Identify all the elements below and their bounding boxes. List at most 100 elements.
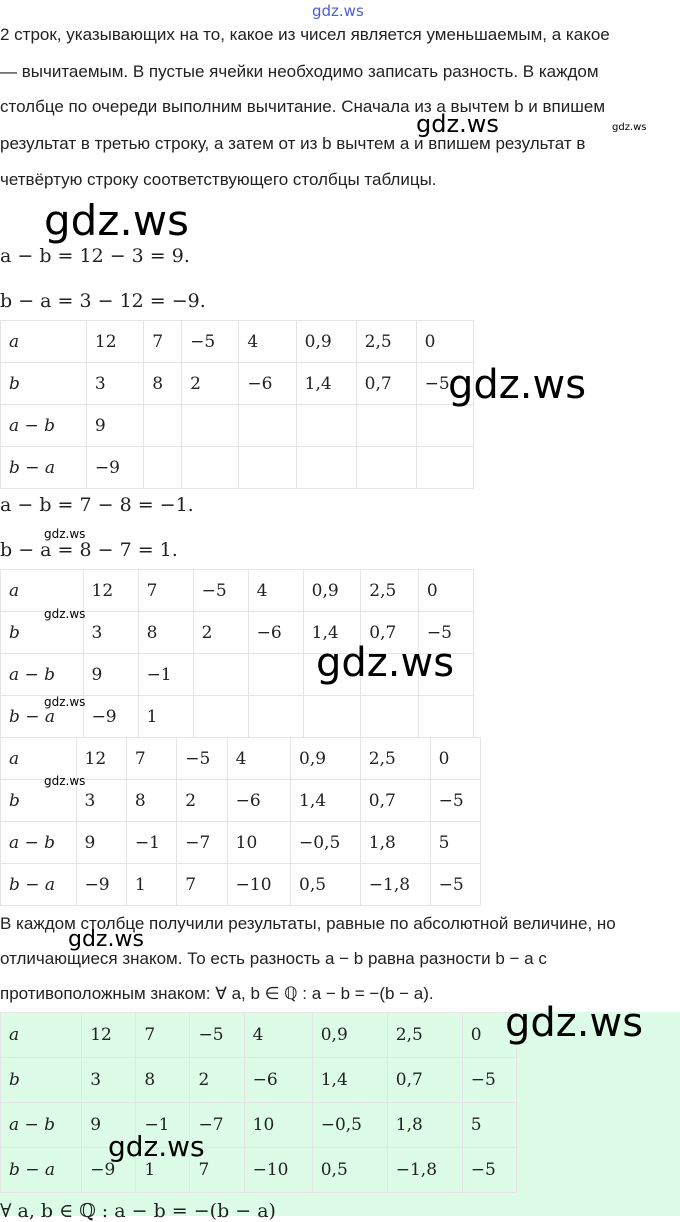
table-cell: 8 bbox=[135, 1057, 191, 1103]
table-cell: −1 bbox=[137, 653, 194, 696]
table-cell: −5 bbox=[176, 737, 228, 780]
intro-line: четвёртую строку соответствующего столбц… bbox=[0, 170, 437, 189]
row-header: b bbox=[0, 779, 77, 822]
equation: b − a = 3 − 12 = −9. bbox=[0, 290, 206, 312]
table-row: b 3 8 2 −6 1,4 0,7 −5 bbox=[0, 1057, 518, 1103]
table-row: b 3 8 2 −6 1,4 0,7 −5 bbox=[0, 611, 475, 654]
table-cell: 1,4 bbox=[290, 779, 361, 822]
table-cell: −0,5 bbox=[290, 821, 361, 864]
row-header: b − a bbox=[0, 446, 87, 489]
table-cell: 4 bbox=[243, 1012, 313, 1058]
table-cell: 9 bbox=[75, 821, 127, 864]
table-cell: 0 bbox=[461, 1012, 518, 1058]
table-cell bbox=[247, 653, 304, 696]
intro-line: — вычитаемым. В пустые ячейки необходимо… bbox=[0, 62, 599, 81]
watermark: gdz.ws bbox=[416, 110, 499, 138]
table-cell bbox=[417, 695, 475, 738]
table-cell: −0,5 bbox=[311, 1102, 388, 1148]
table-cell bbox=[192, 695, 249, 738]
table-cell bbox=[181, 404, 240, 447]
table-cell: −7 bbox=[189, 1102, 245, 1148]
table-cell: 10 bbox=[226, 821, 292, 864]
equation: a − b = 12 − 3 = 9. bbox=[0, 245, 190, 267]
table-cell: 5 bbox=[429, 821, 482, 864]
table-cell: −6 bbox=[226, 779, 292, 822]
table-cell: 5 bbox=[461, 1102, 518, 1148]
row-header: a bbox=[0, 569, 84, 612]
table-cell: 2 bbox=[176, 779, 228, 822]
table-cell: 0,9 bbox=[311, 1012, 388, 1058]
row-header: b bbox=[0, 611, 84, 654]
table-cell: 3 bbox=[85, 362, 145, 405]
answer-table: a 12 7 −5 4 0,9 2,5 0 b 3 8 2 −6 1,4 0,7 −5 a − b 9 −1 −7 10… bbox=[0, 1012, 518, 1193]
table-cell bbox=[355, 446, 417, 489]
table-cell bbox=[415, 446, 475, 489]
table-cell: −5 bbox=[429, 863, 482, 906]
table-cell: 7 bbox=[143, 320, 183, 363]
table-cell: 7 bbox=[189, 1147, 245, 1193]
table-cell: 9 bbox=[85, 404, 145, 447]
table-cell bbox=[143, 404, 183, 447]
watermark: gdz.ws bbox=[316, 640, 455, 686]
row-header: a bbox=[0, 737, 77, 780]
table-cell: 2,5 bbox=[360, 569, 419, 612]
table-cell: 0,9 bbox=[290, 737, 361, 780]
watermark: gdz.ws bbox=[68, 927, 144, 952]
table-cell bbox=[415, 404, 475, 447]
table-cell bbox=[360, 695, 419, 738]
watermark: gdz.ws bbox=[612, 122, 647, 133]
table-cell: −6 bbox=[243, 1057, 313, 1103]
table-row: a 12 7 −5 4 0,9 2,5 0 bbox=[0, 737, 482, 780]
watermark: gdz.ws bbox=[448, 362, 587, 408]
table-cell: 12 bbox=[81, 1012, 137, 1058]
table-row: a 12 7 −5 4 0,9 2,5 0 bbox=[0, 569, 475, 612]
table-cell: −1,8 bbox=[386, 1147, 463, 1193]
row-header: b − a bbox=[0, 863, 77, 906]
table-cell: 2,5 bbox=[359, 737, 431, 780]
table-cell: 2 bbox=[181, 362, 240, 405]
table-cell: 1 bbox=[137, 695, 194, 738]
table-cell: 1,4 bbox=[295, 362, 357, 405]
watermark: gdz.ws bbox=[44, 774, 86, 788]
table-cell: −5 bbox=[461, 1057, 518, 1103]
table-cell bbox=[238, 404, 297, 447]
table-cell bbox=[247, 695, 304, 738]
table-cell: −9 bbox=[81, 1147, 137, 1193]
intro-line: столбце по очереди выполним вычитание. С… bbox=[0, 97, 606, 116]
equation: b − a = 8 − 7 = 1. bbox=[0, 539, 178, 561]
table-step-2: a 12 7 −5 4 0,9 2,5 0 b 3 8 2 −6 1,4 0,7 −5 a − b 9 −1 b − … bbox=[0, 569, 475, 738]
table-cell bbox=[181, 446, 240, 489]
watermark: gdz.ws bbox=[44, 695, 86, 709]
table-cell: 4 bbox=[226, 737, 292, 780]
table-cell bbox=[302, 695, 362, 738]
watermark: gdz.ws bbox=[44, 607, 86, 621]
table-cell: 7 bbox=[135, 1012, 191, 1058]
table-cell: 4 bbox=[238, 320, 297, 363]
equation: a − b = 7 − 8 = −1. bbox=[0, 494, 194, 516]
table-cell bbox=[302, 653, 362, 696]
table-cell: 2 bbox=[189, 1057, 245, 1103]
table-cell bbox=[192, 653, 249, 696]
table-cell: −7 bbox=[176, 821, 228, 864]
table-cell: −5 bbox=[417, 611, 475, 654]
table-cell: 7 bbox=[137, 569, 194, 612]
row-header: a − b bbox=[0, 821, 77, 864]
table-cell bbox=[295, 446, 357, 489]
table-cell bbox=[417, 653, 475, 696]
table-row: b − a −9 1 7 −10 0,5 −1,8 −5 bbox=[0, 863, 482, 906]
table-cell bbox=[360, 653, 419, 696]
table-cell: 12 bbox=[85, 320, 145, 363]
row-header: a − b bbox=[0, 653, 84, 696]
table-cell: 12 bbox=[82, 569, 139, 612]
table-cell: 0,5 bbox=[290, 863, 361, 906]
row-header: a bbox=[0, 320, 87, 363]
intro-line: 2 строк, указывающих на то, какое из чис… bbox=[0, 25, 610, 44]
final-formula: ∀ a, b ∈ ℚ : a − b = −(b − a) bbox=[0, 1200, 276, 1222]
table-cell: −5 bbox=[189, 1012, 245, 1058]
table-cell: −5 bbox=[461, 1147, 518, 1193]
row-header: a bbox=[0, 1012, 83, 1058]
table-cell: 7 bbox=[125, 737, 178, 780]
table-row: a − b 9 −1 −7 10 −0,5 1,8 5 bbox=[0, 1102, 518, 1148]
row-header: a − b bbox=[0, 404, 87, 447]
